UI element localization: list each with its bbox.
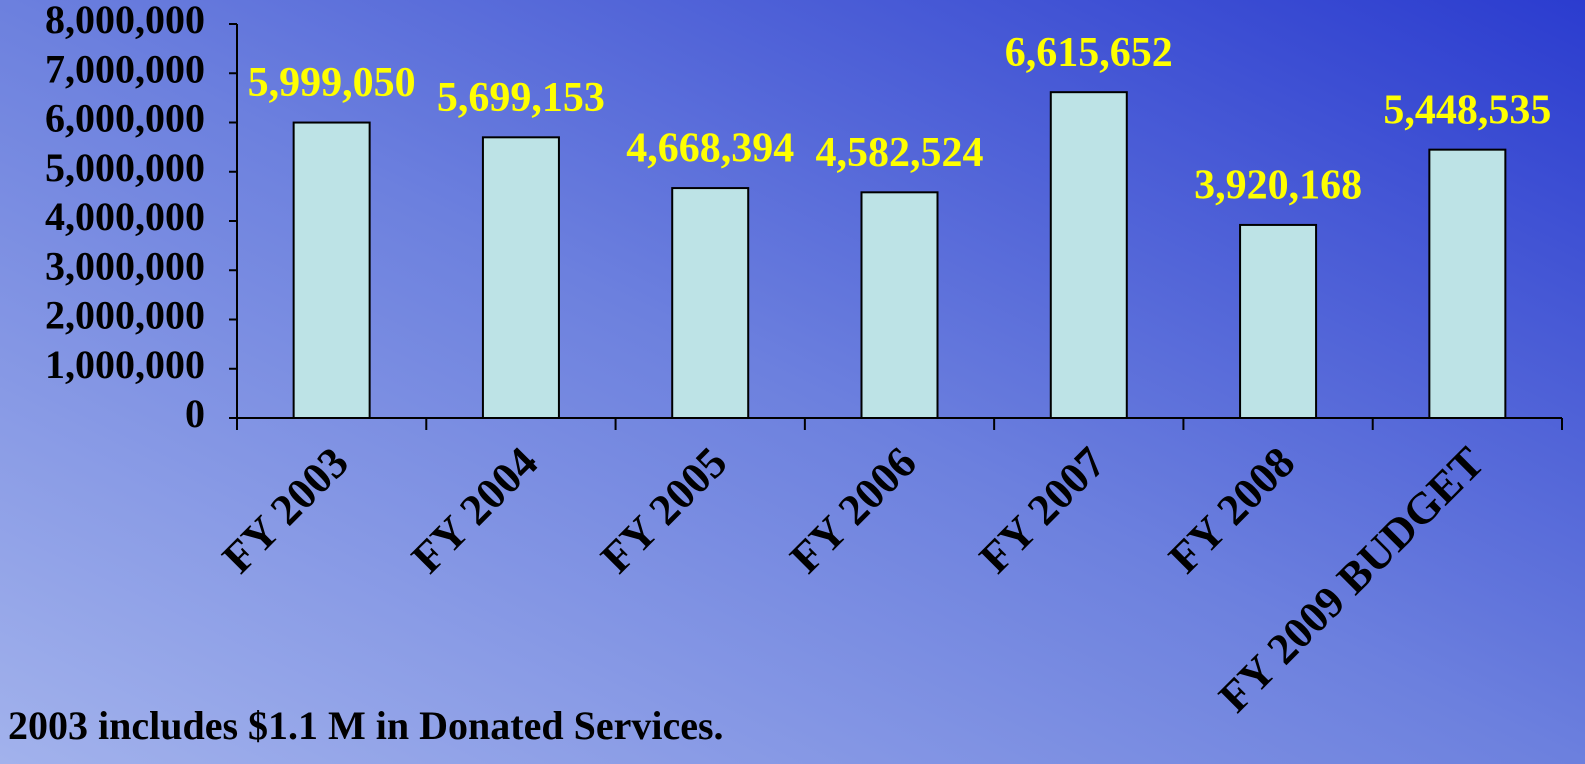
value-label: 5,699,153 [437,75,605,121]
value-label: 4,582,524 [816,130,984,176]
bar [1428,148,1507,420]
y-tick-label: 7,000,000 [45,46,205,91]
bar [1049,91,1128,419]
y-tick-label: 3,000,000 [45,243,205,288]
bar [481,136,560,419]
value-label: 6,615,652 [1005,30,1173,76]
y-tick-label: 2,000,000 [45,293,205,338]
bar [860,191,939,419]
value-label: 3,920,168 [1194,163,1362,209]
y-tick-label: 5,000,000 [45,145,205,190]
value-label: 4,668,394 [626,126,794,172]
annotation: 2003 includes $1.1 M in Donated Services… [8,703,724,748]
y-tick-label: 0 [185,391,205,436]
bar [671,187,750,419]
bar [1239,223,1318,419]
y-tick-label: 8,000,000 [45,0,205,42]
value-label: 5,999,050 [248,60,416,106]
y-tick-label: 1,000,000 [45,342,205,387]
value-label: 5,448,535 [1383,87,1551,133]
y-tick-label: 4,000,000 [45,194,205,239]
bar [292,121,371,420]
y-tick-label: 6,000,000 [45,96,205,141]
